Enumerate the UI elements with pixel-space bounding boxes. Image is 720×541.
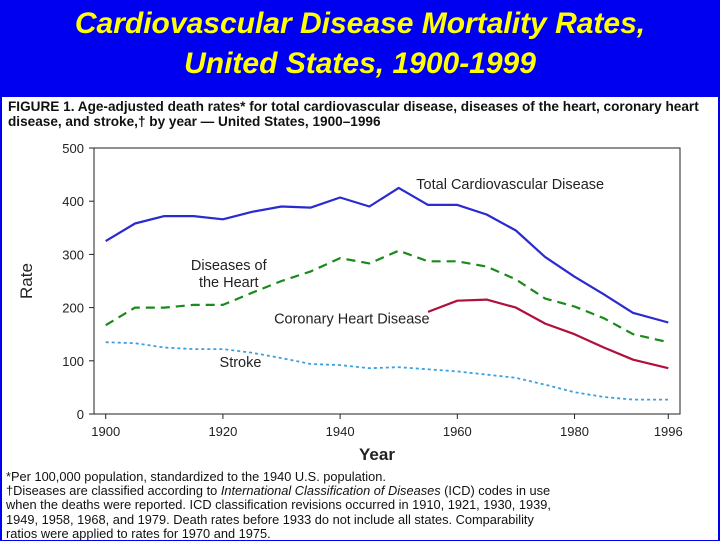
chart-series [106, 188, 669, 400]
footnote-icd-2: when the deaths were reported. ICD class… [6, 498, 716, 512]
series-label-line: the Heart [199, 275, 259, 291]
series-label-line: Diseases of [191, 258, 268, 274]
footnote-icd-4: ratios were applied to rates for 1970 an… [6, 527, 716, 541]
slide-title-line2: United States, 1900-1999 [0, 44, 720, 84]
series-label-line: Coronary Heart Disease [274, 312, 430, 328]
figure-caption-text: Age-adjusted death rates* for total card… [8, 99, 699, 129]
footnote-icd-1: †Diseases are classified according to In… [6, 484, 716, 498]
series-line [106, 188, 669, 323]
figure-footnotes: *Per 100,000 population, standardized to… [6, 470, 716, 541]
x-tick-label: 1900 [91, 424, 120, 439]
footnote-icd-1a: †Diseases are classified according to [6, 483, 221, 498]
series-line [106, 342, 669, 399]
series-label: Coronary Heart Disease [274, 312, 430, 328]
figure-caption-label: FIGURE 1. [8, 99, 74, 114]
x-tick-label: 1960 [443, 424, 472, 439]
series-label-line: Stroke [220, 355, 262, 371]
footnote-icd-1b: International Classification of Diseases [221, 483, 441, 498]
slide-title: Cardiovascular Disease Mortality Rates, … [0, 4, 720, 84]
y-tick-label: 300 [62, 247, 84, 262]
y-tick-label: 100 [62, 354, 84, 369]
footnote-icd-1c: (ICD) codes in use [441, 483, 551, 498]
line-chart: Rate Year 0 100 200 300 400 500 1900 1920 1940 196… [2, 130, 718, 475]
x-tick-label: 1980 [560, 424, 589, 439]
x-tick-label: 1940 [326, 424, 355, 439]
y-tick-label: 200 [62, 301, 84, 316]
footnote-population: *Per 100,000 population, standardized to… [6, 470, 716, 484]
x-tick-label: 1920 [208, 424, 237, 439]
y-tick-label: 400 [62, 194, 84, 209]
figure-caption: FIGURE 1. Age-adjusted death rates* for … [8, 99, 716, 129]
x-axis-label: Year [359, 445, 395, 464]
chart-axes: Rate Year [17, 148, 680, 464]
series-label: Diseases of the Heart [191, 258, 268, 291]
y-axis-label: Rate [17, 263, 36, 299]
y-tick-label: 0 [77, 407, 84, 422]
series-label-line: Total Cardiovascular Disease [416, 177, 604, 193]
chart-series-labels: Total Cardiovascular Disease Diseases of t… [191, 177, 604, 371]
series-label: Total Cardiovascular Disease [416, 177, 604, 193]
y-tick-label: 500 [62, 141, 84, 156]
figure-panel: FIGURE 1. Age-adjusted death rates* for … [2, 97, 718, 540]
slide-title-line1: Cardiovascular Disease Mortality Rates, [0, 4, 720, 44]
footnote-icd-3: 1949, 1958, 1968, and 1979. Death rates … [6, 513, 716, 527]
series-label: Stroke [220, 355, 262, 371]
x-tick-label: 1996 [654, 424, 683, 439]
